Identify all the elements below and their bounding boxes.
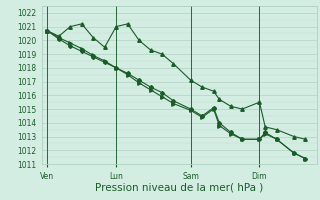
X-axis label: Pression niveau de la mer( hPa ): Pression niveau de la mer( hPa )	[95, 182, 263, 192]
